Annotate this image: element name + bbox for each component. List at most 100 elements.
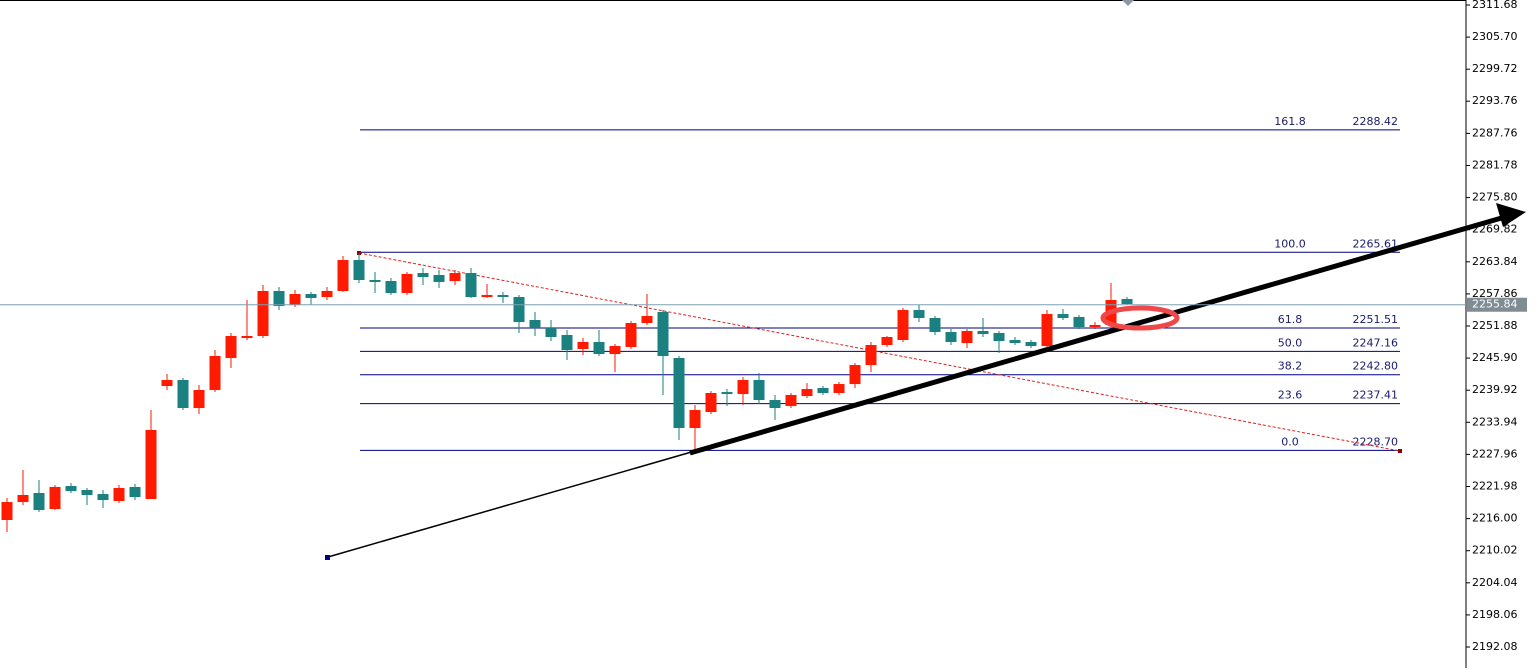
y-tick-label: 2281.78 [1472, 158, 1518, 171]
candle-body [305, 294, 317, 298]
candle-body [1073, 316, 1085, 328]
fib-price-label: 2242.80 [1353, 360, 1399, 373]
candle-body [673, 357, 685, 428]
candle-body [113, 488, 125, 501]
candle-body [689, 410, 701, 428]
trend-anchor [325, 555, 330, 560]
candle-body [225, 335, 237, 358]
arrow-head [1496, 203, 1526, 227]
fib-level-label: 61.8 [1278, 313, 1303, 326]
fib-price-label: 2288.42 [1353, 115, 1399, 128]
candle-body [753, 380, 765, 401]
candle-body [993, 332, 1005, 342]
candle-body [593, 341, 605, 355]
candle-body [209, 356, 221, 390]
y-tick-label: 2216.00 [1472, 512, 1518, 525]
fib-anchor [1398, 449, 1402, 453]
y-tick-label: 2251.88 [1472, 319, 1518, 332]
candle-body [289, 294, 301, 306]
candle-body [481, 295, 493, 298]
candle-body [433, 275, 445, 282]
fib-level-label: 161.8 [1274, 115, 1306, 128]
candle-body [1121, 299, 1133, 304]
y-tick-label: 2192.08 [1472, 640, 1518, 653]
candle-body [1025, 341, 1037, 347]
candle-body [705, 392, 717, 412]
last-price-box [1467, 297, 1527, 312]
candle-body [881, 337, 893, 346]
candle-body [721, 392, 733, 395]
candle-body [1089, 324, 1101, 328]
candle-body [97, 494, 109, 501]
y-tick-label: 2299.72 [1472, 62, 1518, 75]
candle-body [369, 279, 381, 282]
candle-body [849, 365, 861, 385]
y-tick-label: 2245.90 [1472, 351, 1518, 364]
candle-body [177, 380, 189, 409]
candle-body [1057, 314, 1069, 319]
candle-body [241, 335, 253, 339]
candle-body [497, 295, 509, 298]
candle-body [129, 486, 141, 498]
candle-body [385, 281, 397, 293]
fib-level-label: 0.0 [1281, 435, 1299, 448]
fib-price-label: 2237.41 [1353, 389, 1399, 402]
scroll-marker [1122, 0, 1134, 6]
highlight-ellipse [1100, 305, 1180, 331]
candle-body [33, 493, 45, 511]
candle-body [737, 380, 749, 395]
candle-body [545, 327, 557, 338]
candle-body [865, 345, 877, 366]
candle-body [961, 330, 973, 344]
y-tick-label: 2257.86 [1472, 287, 1518, 300]
candle-body [49, 486, 61, 509]
candle-body [17, 494, 29, 503]
candle-body [353, 260, 365, 280]
candle-body [513, 297, 525, 323]
candle-body [641, 316, 653, 323]
candles [1, 252, 1133, 533]
y-tick-label: 2305.70 [1472, 30, 1518, 43]
y-tick-label: 2287.76 [1472, 126, 1518, 139]
y-tick-label: 2198.06 [1472, 608, 1518, 621]
y-tick-label: 2263.84 [1472, 255, 1518, 268]
fib-level-label: 100.0 [1274, 237, 1306, 250]
candle-body [929, 318, 941, 333]
candle-body [337, 260, 349, 292]
candle-body [577, 341, 589, 350]
y-tick-label: 2233.94 [1472, 415, 1518, 428]
candle-body [833, 384, 845, 393]
y-tick-label: 2269.82 [1472, 223, 1518, 236]
candle-body [401, 273, 413, 293]
candle-body [897, 310, 909, 341]
trend-arrow [689, 214, 1506, 456]
candle-body [465, 273, 477, 298]
candle-body [81, 489, 93, 495]
y-tick-label: 2239.92 [1472, 383, 1518, 396]
y-tick-label: 2311.68 [1472, 0, 1518, 11]
candle-body [913, 310, 925, 319]
candle-body [145, 429, 157, 500]
fib-price-label: 2247.16 [1353, 336, 1399, 349]
fib-price-label: 2228.70 [1353, 435, 1399, 448]
candle-body [1009, 340, 1021, 344]
candle-body [529, 319, 541, 328]
candle-body [625, 322, 637, 347]
y-tick-label: 2204.04 [1472, 576, 1518, 589]
y-tick-label: 2293.76 [1472, 94, 1518, 107]
candle-body [769, 400, 781, 409]
fib-level-label: 23.6 [1278, 389, 1303, 402]
candle-body [609, 346, 621, 355]
fib-price-label: 2265.61 [1353, 237, 1399, 250]
y-tick-label: 2275.80 [1472, 191, 1518, 204]
candle-body [321, 291, 333, 298]
fib-level-label: 50.0 [1278, 336, 1303, 349]
candle-body [801, 389, 813, 397]
fib-level-label: 38.2 [1278, 360, 1303, 373]
fib-price-label: 2251.51 [1353, 313, 1399, 326]
fibonacci-levels: 161.8 2288.42 100.0 2265.61 61.8 2251.51 50.0 2… [360, 115, 1400, 451]
candle-body [65, 486, 77, 492]
candle-body [977, 330, 989, 334]
